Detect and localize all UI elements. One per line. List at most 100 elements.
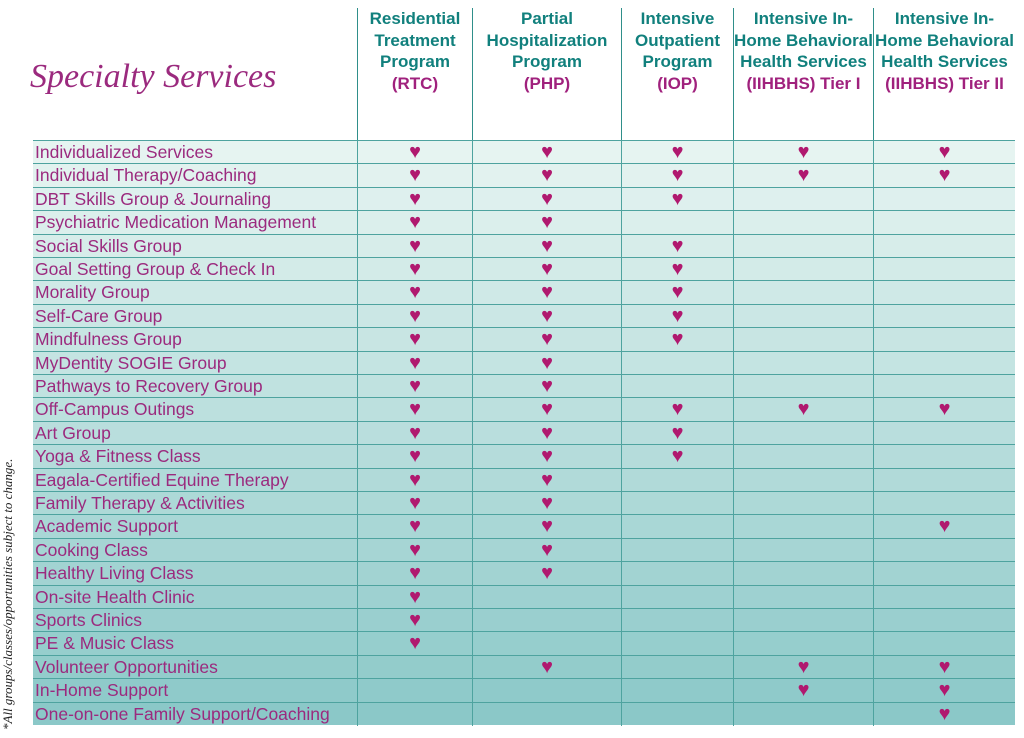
row-label: DBT Skills Group & Journaling bbox=[35, 188, 272, 209]
table-row: MyDentity SOGIE Group ♥ ♥ bbox=[33, 350, 1015, 375]
table-cell bbox=[873, 351, 1015, 375]
table-cell bbox=[733, 538, 873, 563]
table-cell: ♥ bbox=[357, 281, 472, 305]
table-cell: ♥ bbox=[357, 585, 472, 609]
table-cell: ♥ bbox=[873, 702, 1015, 726]
row-label: Individualized Services bbox=[35, 142, 214, 162]
table-cell: ♥ bbox=[472, 515, 621, 539]
table-cell bbox=[621, 632, 733, 656]
table-row: PE & Music Class ♥ bbox=[33, 631, 1015, 656]
table-cell: ♥ bbox=[472, 398, 621, 422]
table-cell bbox=[621, 351, 733, 375]
table-cell: ♥ bbox=[733, 679, 873, 703]
table-cell bbox=[873, 632, 1015, 656]
table-cell bbox=[621, 585, 733, 609]
row-label: On-site Health Clinic bbox=[35, 586, 195, 607]
note: *All groups/classes/opportunities subjec… bbox=[0, 458, 15, 730]
table-cell bbox=[873, 421, 1015, 446]
table-cell: ♥ bbox=[621, 421, 733, 446]
table-cell bbox=[873, 375, 1015, 399]
table-cell: ♥ bbox=[357, 258, 472, 282]
table-cell: ♥ bbox=[472, 187, 621, 212]
row-label: Cooking Class bbox=[35, 539, 148, 560]
table-cell: ♥ bbox=[472, 141, 621, 165]
row-label: One-on-one Family Support/Coaching bbox=[35, 703, 330, 724]
table-cell: ♥ bbox=[472, 304, 621, 329]
row-label: Sports Clinics bbox=[35, 610, 142, 630]
table-cell bbox=[621, 468, 733, 492]
table-cell bbox=[733, 281, 873, 305]
table-cell bbox=[733, 632, 873, 656]
table-cell bbox=[472, 702, 621, 726]
table-row: Family Therapy & Activities ♥ ♥ bbox=[33, 491, 1015, 516]
table-cell: ♥ bbox=[472, 445, 621, 469]
column-header: Intensive Outpatient Program (IOP) bbox=[621, 8, 733, 140]
table-cell bbox=[621, 609, 733, 633]
column-abbr: (PHP) bbox=[523, 73, 571, 93]
row-label: Off-Campus Outings bbox=[35, 399, 195, 420]
table-row: Social Skills Group ♥ ♥ ♥ bbox=[33, 233, 1015, 258]
table-cell: ♥ bbox=[472, 492, 621, 516]
table-cell bbox=[357, 655, 472, 680]
table-cell: ♥ bbox=[472, 375, 621, 399]
table-cell bbox=[873, 609, 1015, 633]
table-cell: ♥ bbox=[357, 421, 472, 446]
table-cell bbox=[873, 258, 1015, 282]
column-header: Residential Treatment Program (RTC) bbox=[357, 8, 472, 140]
table-cell: ♥ bbox=[733, 398, 873, 422]
table-row: Mindfulness Group ♥ ♥ ♥ bbox=[33, 327, 1015, 352]
table-cell bbox=[733, 515, 873, 539]
table-cell bbox=[472, 585, 621, 609]
column-abbr: (IOP) bbox=[657, 73, 698, 93]
table-row: On-site Health Clinic ♥ bbox=[33, 584, 1015, 609]
table-cell bbox=[621, 702, 733, 726]
table-cell bbox=[621, 515, 733, 539]
table-cell: ♥ bbox=[357, 375, 472, 399]
table-cell bbox=[733, 421, 873, 446]
row-label: Morality Group bbox=[35, 282, 150, 303]
column-header: Partial Hospitalization Program (PHP) bbox=[472, 8, 621, 140]
table-cell: ♥ bbox=[472, 234, 621, 258]
table-cell: ♥ bbox=[357, 141, 472, 165]
table-cell: ♥ bbox=[357, 562, 472, 586]
table-cell: ♥ bbox=[357, 351, 472, 375]
table-cell bbox=[621, 655, 733, 680]
table-cell: ♥ bbox=[873, 398, 1015, 422]
row-label: Academic Support bbox=[35, 516, 178, 537]
table-cell: ♥ bbox=[472, 211, 621, 235]
row-label: Art Group bbox=[35, 422, 111, 443]
table-cell: ♥ bbox=[621, 234, 733, 258]
table-cell: ♥ bbox=[472, 351, 621, 375]
table-row: Healthy Living Class ♥ ♥ bbox=[33, 561, 1015, 586]
table-cell bbox=[472, 632, 621, 656]
row-label: Family Therapy & Activities bbox=[35, 493, 245, 513]
table-cell bbox=[621, 562, 733, 586]
row-label: MyDentity SOGIE Group bbox=[35, 352, 227, 373]
table-cell bbox=[621, 492, 733, 516]
table-cell bbox=[873, 538, 1015, 563]
table-cell: ♥ bbox=[733, 655, 873, 680]
table-cell bbox=[472, 609, 621, 633]
table-cell bbox=[621, 538, 733, 563]
table-cell: ♥ bbox=[621, 398, 733, 422]
table-cell bbox=[621, 375, 733, 399]
row-label: Goal Setting Group & Check In bbox=[35, 259, 276, 279]
table-cell: ♥ bbox=[357, 468, 472, 492]
row-label: Individual Therapy/Coaching bbox=[35, 165, 257, 186]
table-cell: ♥ bbox=[357, 609, 472, 633]
row-label: Volunteer Opportunities bbox=[35, 656, 218, 677]
table-cell: ♥ bbox=[472, 281, 621, 305]
table-cell bbox=[733, 375, 873, 399]
column-name: Residential Treatment Program bbox=[369, 9, 461, 71]
table-cell bbox=[357, 702, 472, 726]
column-abbr: (IIHBHS) Tier I bbox=[746, 73, 861, 93]
table-cell bbox=[873, 211, 1015, 235]
table-row: Volunteer Opportunities ♥ ♥ ♥ bbox=[33, 654, 1015, 680]
table-cell bbox=[621, 679, 733, 703]
table-row: Off-Campus Outings ♥ ♥ ♥ ♥ ♥ bbox=[33, 397, 1015, 422]
table-cell: ♥ bbox=[472, 468, 621, 492]
row-label: In-Home Support bbox=[35, 680, 169, 701]
column-header: Intensive In-Home Behavioral Health Serv… bbox=[873, 8, 1015, 140]
table-cell bbox=[873, 562, 1015, 586]
